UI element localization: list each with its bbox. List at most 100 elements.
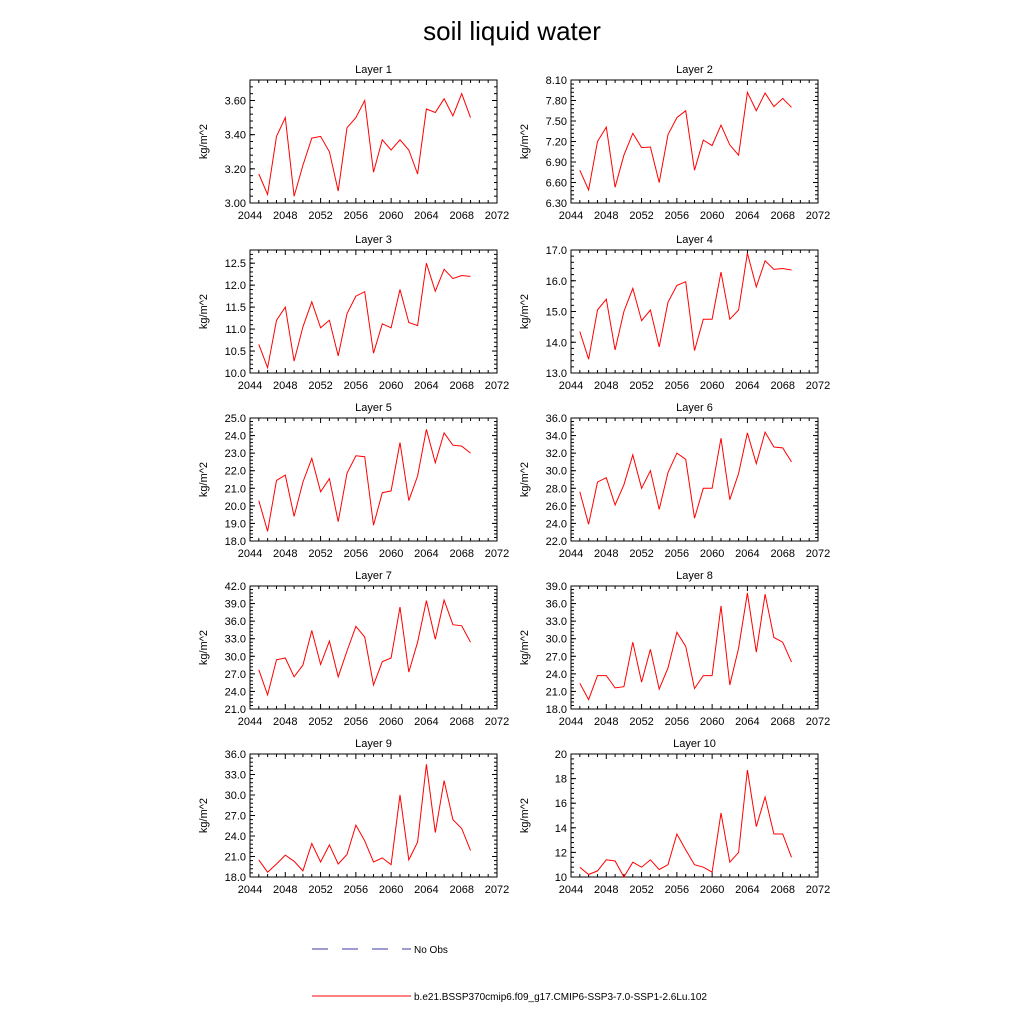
x-tick-label: 2052 [308,210,332,222]
x-tick-label: 2064 [414,210,438,222]
series-line [258,598,471,697]
series-line [258,263,471,370]
x-tick-label: 2044 [559,716,583,728]
series-line [579,769,792,879]
y-tick-label: 14 [555,823,567,835]
y-axis-label: kg/m^2 [198,294,210,329]
x-tick-label: 2068 [449,548,473,560]
y-tick-label: 12 [555,847,567,859]
x-tick-label: 2056 [665,716,689,728]
x-tick-label: 2048 [273,380,297,392]
x-tick-label: 2060 [700,210,724,222]
legend: No Obs b.e21.BSSP370cmip6.f09_g17.CMIP6-S… [312,945,707,1003]
y-tick-label: 27.0 [546,651,567,663]
x-tick-label: 2052 [308,716,332,728]
x-tick-label: 2060 [379,716,403,728]
y-tick-label: 10.0 [225,368,246,380]
x-tick-label: 2064 [414,548,438,560]
y-tick-label: 10.5 [225,346,246,358]
plot-frame [570,585,819,710]
y-tick-label: 12.5 [225,258,246,270]
x-tick-label: 2052 [308,548,332,560]
x-tick-label: 2052 [308,884,332,896]
x-tick-label: 2072 [806,884,830,896]
x-tick-label: 2044 [238,548,262,560]
series-line [258,429,471,532]
y-tick-label: 6.60 [546,178,567,190]
y-tick-label: 33.0 [225,634,246,646]
y-tick-label: 7.80 [546,96,567,108]
y-axis-label: kg/m^2 [519,124,531,159]
panel-title: Layer 8 [676,570,713,582]
x-tick-label: 2048 [594,884,618,896]
x-tick-label: 2068 [770,716,794,728]
panel-layer-7: Layer 7 kg/m^2 2044 2048 2052 2056 2060 2064 206… [198,570,509,728]
y-tick-label: 7.50 [546,116,567,128]
x-tick-label: 2064 [414,884,438,896]
x-tick-label: 2060 [379,548,403,560]
panel-layer-4: Layer 4 kg/m^2 2044 2048 2052 2056 2060 2064 206… [519,234,830,392]
x-tick-label: 2044 [559,884,583,896]
x-tick-label: 2056 [665,548,689,560]
y-tick-label: 16.0 [546,276,567,288]
x-tick-label: 2044 [559,548,583,560]
y-tick-label: 10 [555,872,567,884]
y-tick-label: 27.0 [225,669,246,681]
x-tick-label: 2060 [700,380,724,392]
x-tick-label: 2044 [238,884,262,896]
series-line [579,592,792,701]
x-tick-label: 2060 [379,210,403,222]
y-tick-label: 32.0 [546,448,567,460]
y-tick-label: 27.0 [225,811,246,823]
x-tick-label: 2048 [273,716,297,728]
y-tick-label: 16 [555,798,567,810]
y-tick-label: 28.0 [546,483,567,495]
panel-title: Layer 9 [355,738,392,750]
panel-layer-5: Layer 5 kg/m^2 2044 2048 2052 2056 2060 2064 206… [198,402,509,560]
panel-title: Layer 7 [355,570,392,582]
y-tick-label: 42.0 [225,581,246,593]
series-line [579,252,792,360]
x-tick-label: 2068 [770,884,794,896]
y-tick-label: 19.0 [225,518,246,530]
panel-layer-9: Layer 9 kg/m^2 2044 2048 2052 2056 2060 2064 206… [198,738,509,896]
legend-label-model: b.e21.BSSP370cmip6.f09_g17.CMIP6-SSP3-7.… [414,992,707,1003]
x-tick-label: 2068 [770,380,794,392]
series-line [579,90,792,192]
panel-layer-1: Layer 1 kg/m^2 2044 2048 2052 2056 2060 2064 206… [198,64,509,222]
y-tick-label: 21.0 [225,852,246,864]
y-tick-label: 36.0 [546,599,567,611]
panel-title: Layer 10 [673,738,716,750]
y-tick-label: 24.0 [546,669,567,681]
x-tick-label: 2044 [238,716,262,728]
y-axis-label: kg/m^2 [198,798,210,833]
x-tick-label: 2068 [770,548,794,560]
series-line [258,92,471,197]
y-tick-label: 25.0 [225,413,246,425]
plot-frame [249,249,498,374]
y-tick-label: 21.0 [225,483,246,495]
y-tick-label: 39.0 [546,581,567,593]
x-tick-label: 2044 [238,380,262,392]
x-tick-label: 2052 [629,716,653,728]
y-tick-label: 11.0 [225,324,246,336]
panel-title: Layer 2 [676,64,713,76]
x-tick-label: 2064 [735,548,759,560]
x-tick-label: 2072 [806,210,830,222]
y-tick-label: 24.0 [225,831,246,843]
y-tick-label: 17.0 [546,245,567,257]
y-tick-label: 18.0 [546,704,567,716]
x-tick-label: 2056 [344,716,368,728]
x-tick-label: 2052 [629,210,653,222]
x-tick-label: 2064 [735,210,759,222]
y-axis-label: kg/m^2 [519,630,531,665]
x-tick-label: 2048 [273,210,297,222]
y-axis-label: kg/m^2 [198,124,210,159]
y-axis-label: kg/m^2 [198,630,210,665]
x-tick-label: 2044 [559,380,583,392]
x-tick-label: 2072 [806,380,830,392]
x-tick-label: 2060 [379,380,403,392]
y-tick-label: 34.0 [546,431,567,443]
x-tick-label: 2048 [594,210,618,222]
